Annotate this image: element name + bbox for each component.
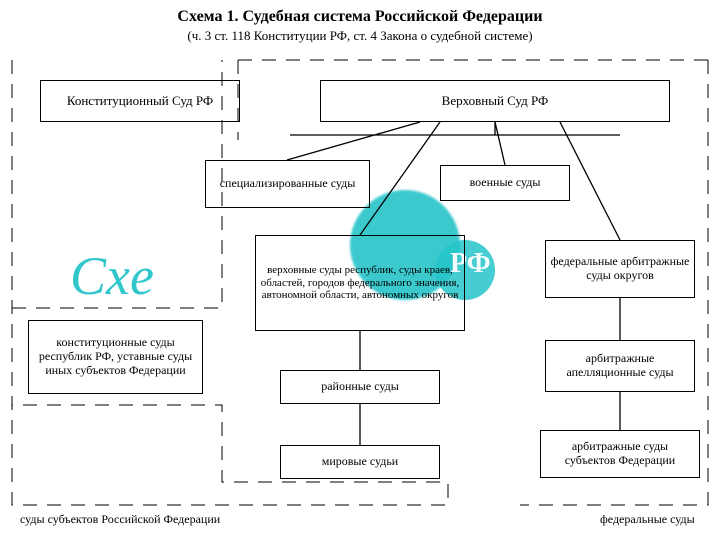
node-label: военные суды [470, 176, 541, 190]
node-specialized-courts: специализированные суды [205, 160, 370, 208]
footer-label-federal: федеральные суды [600, 512, 695, 527]
watermark-text-main: Схе [70, 245, 154, 307]
diagram-canvas: Схе РФ Схема 1. Судебная система Российс… [0, 0, 720, 540]
node-label: верховные суды республик, суды краев, об… [260, 264, 460, 302]
node-federal-arbitration-district: федеральные арбитражные суды округов [545, 240, 695, 298]
node-military-courts: военные суды [440, 165, 570, 201]
node-constitutional-court-rf: Конституционный Суд РФ [40, 80, 240, 122]
diagram-subtitle: (ч. 3 ст. 118 Конституции РФ, ст. 4 Зако… [0, 28, 720, 44]
node-label: федеральные арбитражные суды округов [550, 255, 690, 283]
node-label: районные суды [321, 380, 399, 394]
diagram-title: Схема 1. Судебная система Российской Фед… [0, 8, 720, 26]
node-arbitration-subjects: арбитражные суды субъектов Федерации [540, 430, 700, 478]
node-arbitration-appeal: арбитражные апелляционные суды [545, 340, 695, 392]
node-label: специализированные суды [220, 177, 356, 191]
footer-label-subjects: суды субъектов Российской Федерации [20, 512, 220, 527]
node-label: Конституционный Суд РФ [67, 94, 213, 109]
node-supreme-court-rf: Верховный Суд РФ [320, 80, 670, 122]
node-regional-supreme-courts: верховные суды республик, суды краев, об… [255, 235, 465, 331]
node-label: арбитражные суды субъектов Федерации [545, 440, 695, 468]
node-label: мировые судьи [322, 455, 398, 469]
node-label: арбитражные апелляционные суды [550, 352, 690, 380]
node-constitutional-courts-subjects: конституционные суды республик РФ, устав… [28, 320, 203, 394]
node-label: Верховный Суд РФ [442, 94, 549, 109]
node-justices-of-peace: мировые судьи [280, 445, 440, 479]
node-district-courts: районные суды [280, 370, 440, 404]
node-label: конституционные суды республик РФ, устав… [33, 336, 198, 377]
